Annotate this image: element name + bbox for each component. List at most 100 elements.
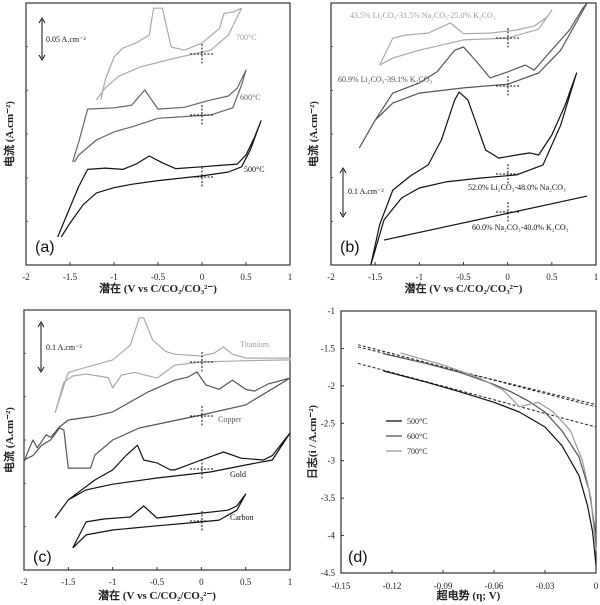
scale-bar-arrow-icon xyxy=(339,167,347,218)
plot-frame xyxy=(340,310,597,574)
x-tick-label: -0.5 xyxy=(151,272,166,282)
x-tick-label: 0 xyxy=(505,272,510,282)
x-tick-label: 0.5 xyxy=(240,577,252,587)
series-label: Titanium xyxy=(240,340,270,349)
panel-b: -2 -1.5 -1 -0.5 0 0.5 1 潜在 (V vs C/CO₂/CO₃²⁻) 电流… xyxy=(306,2,599,295)
x-tick-label: -1 xyxy=(110,272,118,282)
series-line-2 xyxy=(400,352,597,551)
series-label: Carbon xyxy=(230,513,254,522)
y-axis-title: 电流 (A.cm⁻²) xyxy=(2,101,16,167)
panel-label: (d) xyxy=(348,549,368,566)
zero-current-crosshair xyxy=(496,202,520,222)
zero-current-crosshair xyxy=(190,105,214,125)
x-tick-label: -1 xyxy=(416,272,424,282)
y-tick-label: -4 xyxy=(328,531,336,541)
x-tick-label: 0.5 xyxy=(546,272,558,282)
scale-bar-arrow-icon xyxy=(37,321,45,373)
x-tick-label: 0.5 xyxy=(240,272,252,282)
x-axis-title: 潜在 (V vs C/CO₂/CO₃²⁻) xyxy=(99,281,217,295)
panel-label: (c) xyxy=(33,549,52,566)
x-tick-label: -0.15 xyxy=(332,581,351,591)
zero-current-crosshair xyxy=(496,76,520,96)
y-axis-title: 日志(i / A.cm⁻²) xyxy=(305,405,319,480)
series-line-0 xyxy=(379,9,553,66)
x-tick-label: -0.09 xyxy=(434,581,453,591)
x-tick-label: -2 xyxy=(327,272,335,282)
tafel-fit-line xyxy=(357,362,597,428)
series-line-3 xyxy=(72,493,247,549)
legend-label: 500°C xyxy=(407,417,428,426)
zero-current-crosshair xyxy=(190,352,214,372)
y-tick-label: -2 xyxy=(328,381,336,391)
series-line-0 xyxy=(383,370,597,566)
x-tick-label: -2 xyxy=(20,577,28,587)
series-label: 500°C xyxy=(244,165,265,174)
series-line-1 xyxy=(358,2,588,149)
zero-current-crosshair xyxy=(190,406,214,426)
scale-bar-label: 0.05 A.cm⁻² xyxy=(46,35,86,44)
x-axis-title: 超电势 (η; V) xyxy=(436,588,501,602)
zero-current-crosshair xyxy=(190,167,214,187)
panel-label: (a) xyxy=(35,239,55,256)
series-line-2 xyxy=(54,432,291,519)
x-tick-label: -1.5 xyxy=(61,577,76,587)
series-line-2 xyxy=(57,120,262,238)
series-label: Gold xyxy=(230,470,246,479)
x-tick-label: 0 xyxy=(199,577,204,587)
x-axis-title: 潜在 (V vs C/CO₂/CO₃²⁻) xyxy=(98,588,216,602)
zero-current-crosshair xyxy=(496,28,520,48)
x-tick-label: -0.12 xyxy=(383,581,402,591)
series-label: 52.0% Li₂CO₃-48.0% Na₂CO₃ xyxy=(468,183,566,192)
y-tick-label: -3 xyxy=(328,456,336,466)
x-tick-label: 1 xyxy=(594,272,599,282)
series-label: 60.9% Li₂CO₃-39.1% K₂CO₃ xyxy=(338,75,432,84)
y-tick-label: -3.5 xyxy=(321,493,336,503)
x-tick-label: 1 xyxy=(288,577,293,587)
scale-bar-label: 0.1 A.cm⁻² xyxy=(348,187,384,196)
x-tick-label: -1.5 xyxy=(63,272,78,282)
x-tick-label: -0.5 xyxy=(456,272,471,282)
series-label: 60.0% Na₂CO₃-40.0% K₂CO₃ xyxy=(472,223,569,232)
x-tick-label: -0.06 xyxy=(485,581,504,591)
x-tick-label: 1 xyxy=(288,272,293,282)
series-line-1 xyxy=(383,353,597,536)
legend-label: 600°C xyxy=(407,432,428,441)
y-tick-label: -1 xyxy=(328,306,336,316)
series-line-1 xyxy=(23,371,291,469)
x-tick-label: 0 xyxy=(200,272,205,282)
x-tick-label: -2 xyxy=(22,272,30,282)
y-axis-title: 电流 (A.cm⁻²) xyxy=(2,407,16,473)
x-tick-label: 0 xyxy=(594,581,599,591)
x-tick-label: -1 xyxy=(109,577,117,587)
series-line-1 xyxy=(72,69,247,163)
panel-d: -0.15 -0.12 -0.09 -0.06 -0.03 0 -1 -1.5 -2 -2.5 -3… xyxy=(305,306,599,602)
series-label: Copper xyxy=(218,415,242,424)
panel-label: (b) xyxy=(340,239,360,256)
scale-bar-label: 0.1 A.cm⁻² xyxy=(46,343,82,352)
series-line-3 xyxy=(383,195,588,241)
x-tick-label: -0.03 xyxy=(536,581,555,591)
series-label: 700°C xyxy=(236,33,257,42)
y-tick-label: -2.5 xyxy=(321,418,336,428)
x-axis-title: 潜在 (V vs C/CO₂/CO₃²⁻) xyxy=(405,281,523,295)
y-tick-label: -4.5 xyxy=(321,568,336,578)
series-line-0 xyxy=(95,7,243,101)
zero-current-crosshair xyxy=(190,459,214,479)
y-axis-title: 电流 (A.cm⁻²) xyxy=(306,101,320,167)
y-tick-label: -1.5 xyxy=(321,343,336,353)
zero-current-crosshair xyxy=(190,511,214,531)
x-tick-label: -1.5 xyxy=(368,272,383,282)
zero-current-crosshair xyxy=(190,44,214,64)
x-tick-label: -0.5 xyxy=(150,577,165,587)
series-label: 600°C xyxy=(240,93,261,102)
series-line-0 xyxy=(54,317,291,414)
series-label: 43.5% Li₂CO₃-31.5% Na₂CO₃-25.0% K₂CO₃ xyxy=(350,11,496,20)
legend-label: 700°C xyxy=(407,447,428,456)
zero-current-crosshair xyxy=(496,164,520,184)
scale-bar-arrow-icon xyxy=(38,17,46,61)
series-line-2 xyxy=(370,72,578,266)
panel-c: -2 -1.5 -1 -0.5 0 0.5 1 潜在 (V vs C/CO₂/CO₃²⁻) 电流… xyxy=(2,309,293,602)
panel-a: -2 -1.5 -1 -0.5 0 0.5 1 潜在 (V vs C/CO₂/CO₃²⁻) 电流… xyxy=(2,2,293,295)
